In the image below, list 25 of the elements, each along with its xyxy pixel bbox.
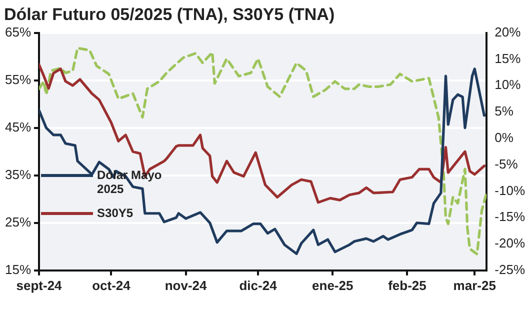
- y2-tick-label: 15%: [494, 50, 522, 66]
- y2-tick-label: -20%: [494, 236, 526, 251]
- y2-tick-label: -25%: [494, 262, 526, 277]
- chart-title: Dólar Futuro 05/2025 (TNA), S30Y5 (TNA): [4, 5, 335, 25]
- x-tick-label: ene-25: [312, 278, 354, 293]
- y2-tick-label: -5%: [494, 156, 518, 172]
- y-tick-label: 45%: [4, 119, 32, 134]
- y2-tick-label: 0%: [494, 130, 514, 145]
- y2-tick-label: 5%: [494, 104, 514, 119]
- y-tick-label: 15%: [4, 262, 32, 277]
- x-tick-label: sept-24: [16, 278, 63, 293]
- legend-label: S30Y5: [97, 206, 134, 220]
- x-tick-label: oct-24: [92, 278, 132, 293]
- x-tick-label: nov-24: [164, 278, 208, 293]
- x-tick-label: dic-24: [239, 278, 278, 293]
- y2-tick-label: -15%: [494, 209, 526, 224]
- y2-tick-label: 10%: [494, 77, 522, 92]
- y-tick-label: 65%: [4, 24, 32, 40]
- x-tick-label: feb-25: [388, 278, 426, 293]
- y2-tick-label: -10%: [494, 182, 526, 198]
- x-tick-label: mar-25: [453, 278, 496, 293]
- y-tick-label: 35%: [4, 166, 32, 182]
- y-tick-label: 25%: [4, 214, 32, 230]
- y-tick-label: 55%: [4, 72, 32, 87]
- y2-tick-label: 20%: [494, 24, 522, 40]
